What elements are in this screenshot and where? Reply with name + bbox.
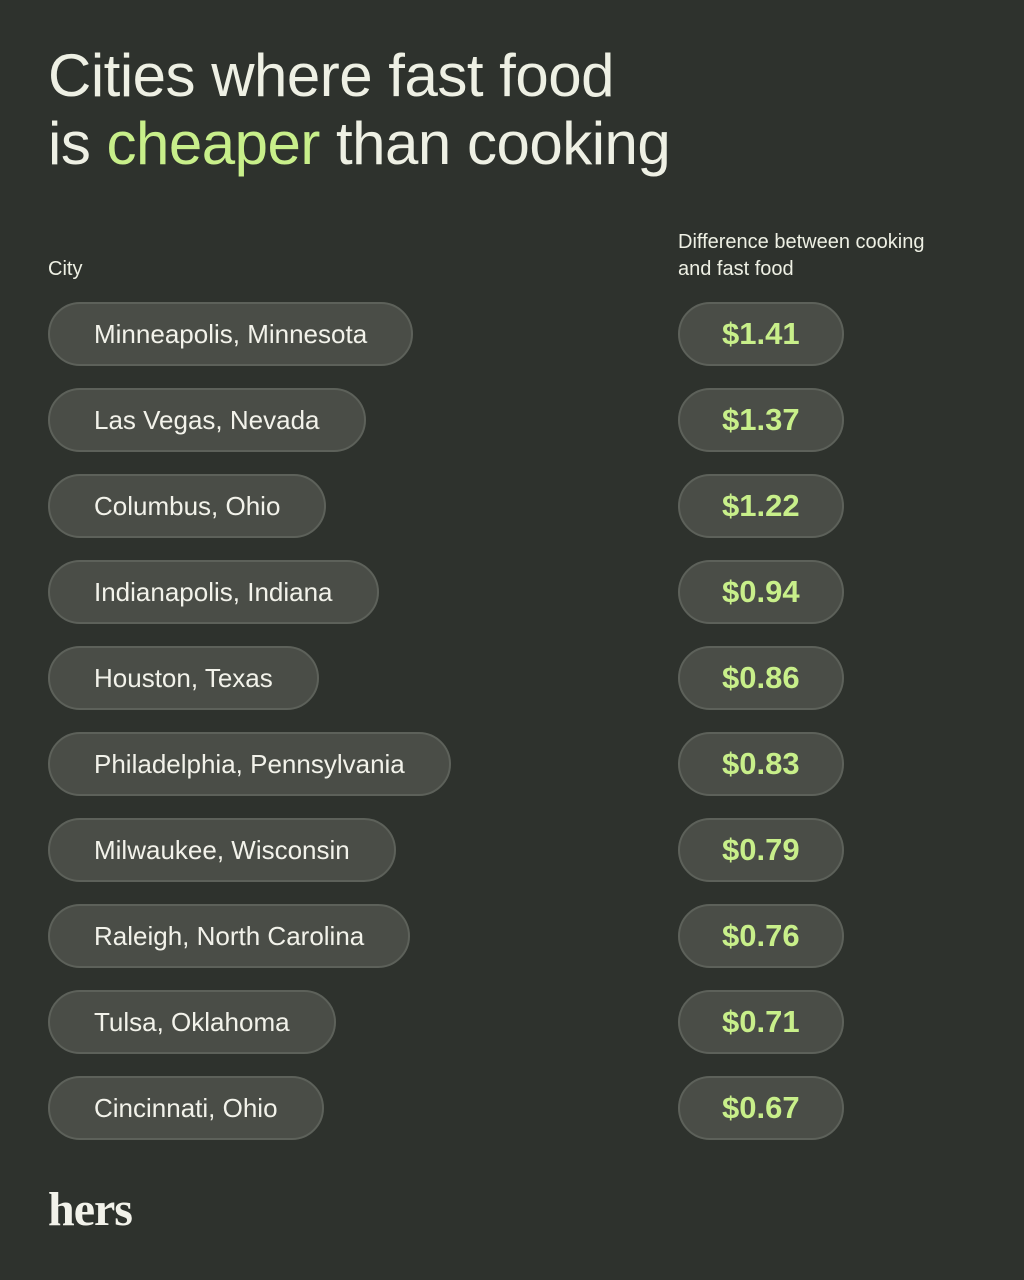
title-line: is cheaper than cooking <box>48 110 671 178</box>
value-pill: $0.83 <box>678 732 844 796</box>
value-pill: $1.41 <box>678 302 844 366</box>
city-pill: Milwaukee, Wisconsin <box>48 818 396 882</box>
city-pill: Cincinnati, Ohio <box>48 1076 324 1140</box>
city-pill: Columbus, Ohio <box>48 474 327 538</box>
title-highlight: cheaper <box>106 110 321 177</box>
column-header: Difference between cooking and fast food <box>678 231 925 280</box>
city-pill: Philadelphia, Pennsylvania <box>48 732 451 796</box>
value-pill: $0.76 <box>678 904 844 968</box>
table-row: Columbus, Ohio $1.22 <box>0 474 1024 538</box>
table-row: Tulsa, Oklahoma $0.71 <box>0 990 1024 1054</box>
city-pill: Raleigh, North Carolina <box>48 904 411 968</box>
table-row: Philadelphia, Pennsylvania $0.83 <box>0 732 1024 796</box>
table-row: Las Vegas, Nevada $1.37 <box>0 388 1024 452</box>
title-text: than cooking <box>336 110 671 177</box>
value-pill: $0.71 <box>678 990 844 1054</box>
title: Cities where fast food is cheaper than c… <box>48 42 671 178</box>
table-row: Minneapolis, Minnesota $1.41 <box>0 302 1024 366</box>
city-pill: Indianapolis, Indiana <box>48 560 379 624</box>
title-text: is <box>48 110 91 177</box>
value-pill: $1.37 <box>678 388 844 452</box>
table-row: Milwaukee, Wisconsin $0.79 <box>0 818 1024 882</box>
city-pill: Tulsa, Oklahoma <box>48 990 336 1054</box>
table-row: Indianapolis, Indiana $0.94 <box>0 560 1024 624</box>
value-pill: $0.79 <box>678 818 844 882</box>
value-pill: $1.22 <box>678 474 844 538</box>
city-pill: Minneapolis, Minnesota <box>48 302 414 366</box>
city-pill: Las Vegas, Nevada <box>48 388 366 452</box>
value-pill: $0.86 <box>678 646 844 710</box>
table-row: Raleigh, North Carolina $0.76 <box>0 904 1024 968</box>
title-line: Cities where fast food <box>48 42 614 109</box>
table-row: Cincinnati, Ohio $0.67 <box>0 1076 1024 1140</box>
table-row: Houston, Texas $0.86 <box>0 646 1024 710</box>
city-pill: Houston, Texas <box>48 646 319 710</box>
column-header: City <box>48 258 83 280</box>
logo: hers <box>48 1183 133 1236</box>
value-pill: $0.67 <box>678 1076 844 1140</box>
value-pill: $0.94 <box>678 560 844 624</box>
